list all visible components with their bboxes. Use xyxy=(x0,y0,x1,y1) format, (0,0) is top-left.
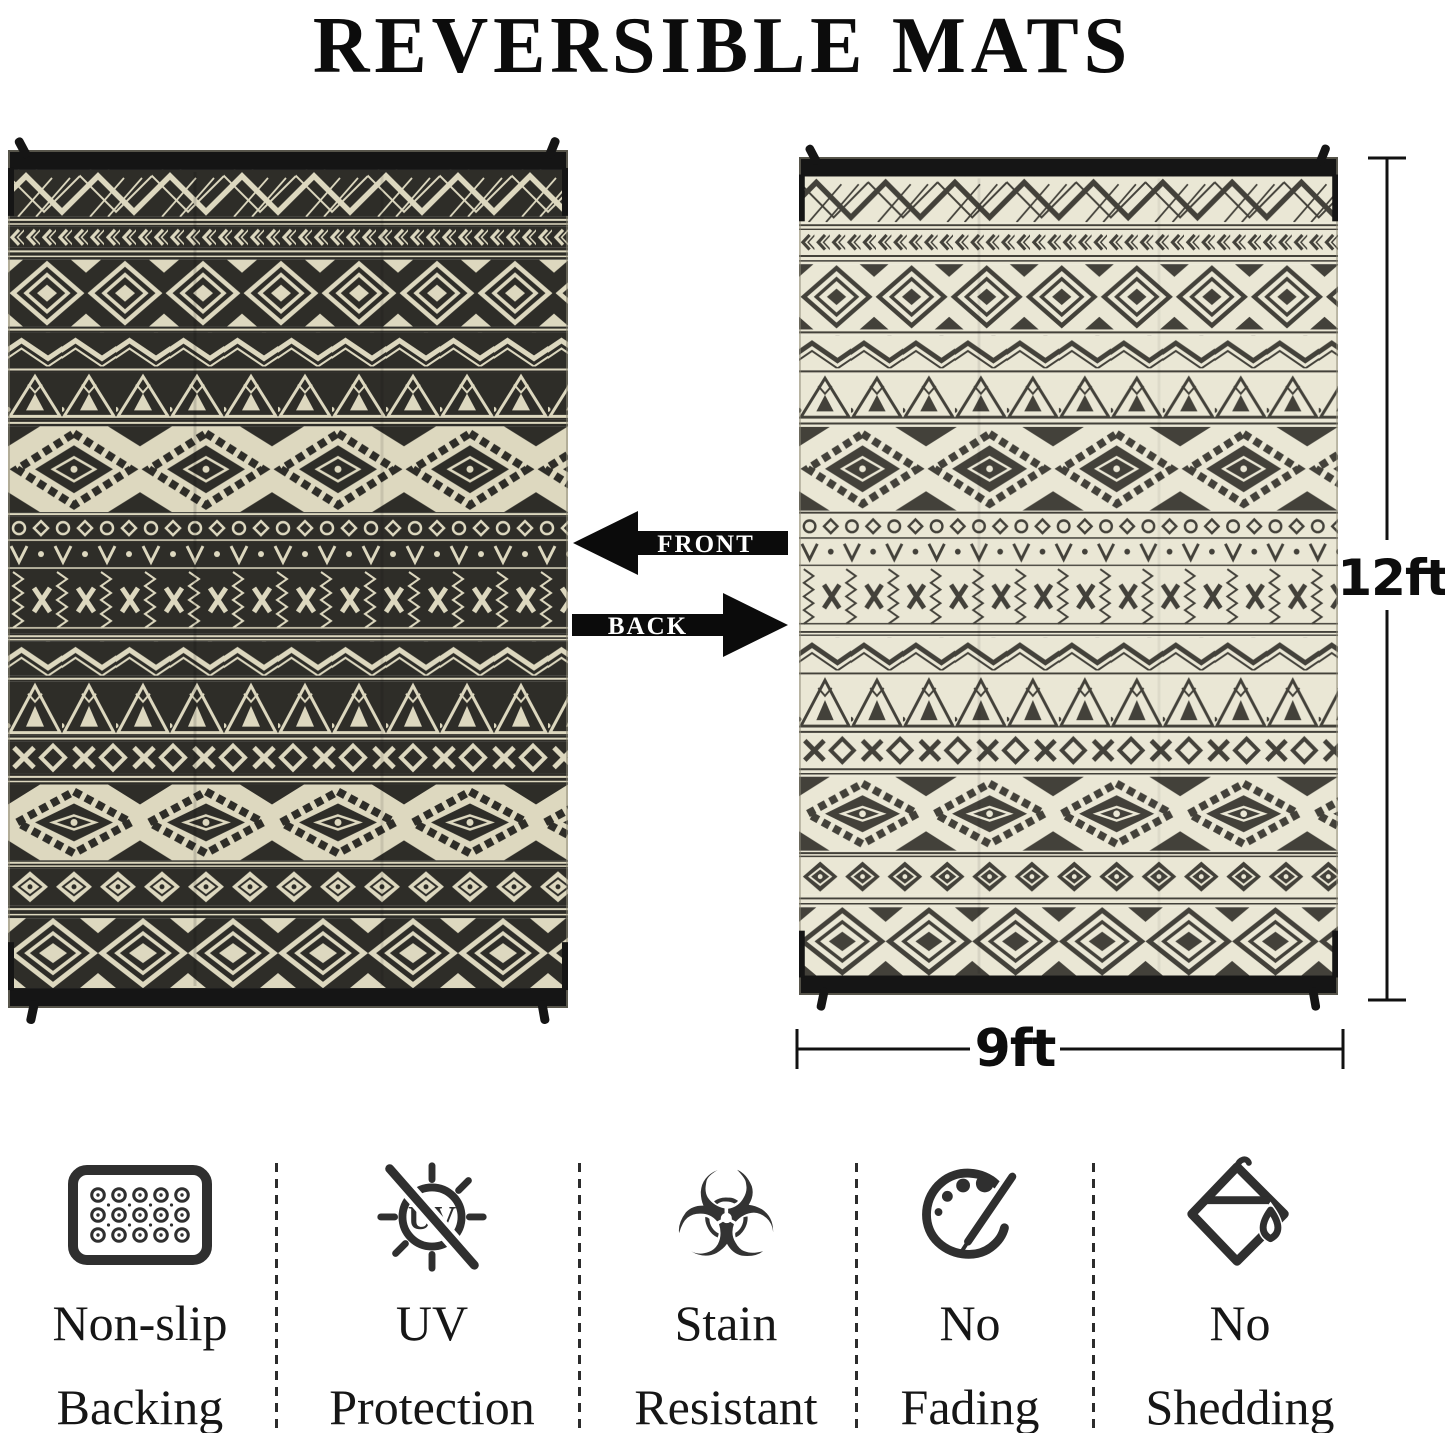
width-dimension: 9ft xyxy=(795,1019,1345,1079)
rug-front-image xyxy=(8,137,568,1025)
feature-divider xyxy=(855,1163,858,1430)
height-dimension: 12ft xyxy=(1340,156,1445,1002)
page-title: REVERSIBLE MATS xyxy=(312,2,1133,90)
front-arrow xyxy=(573,511,788,575)
height-dimension-label: 12ft xyxy=(1340,549,1445,607)
no-shedding-icon xyxy=(1187,1156,1289,1266)
rug-back-image xyxy=(799,144,1338,1011)
non-slip-backing-icon xyxy=(68,1165,212,1265)
height-dimension-line xyxy=(1368,156,1406,1002)
feature-label-line: Resistant xyxy=(634,1379,818,1433)
rug-front-pattern-svg xyxy=(8,137,568,1025)
feature-divider xyxy=(1092,1163,1095,1430)
feature-label-line: Protection xyxy=(329,1379,535,1433)
feature-label-line: Stain xyxy=(674,1295,778,1351)
uv-protection-icon: UV xyxy=(377,1162,487,1272)
back-arrow-label: BACK xyxy=(608,613,688,640)
feature-divider xyxy=(578,1163,581,1430)
feature-divider xyxy=(275,1163,278,1430)
feature-no-shedding: No Shedding xyxy=(1080,1152,1400,1433)
feature-stain-resistant: ☣ Stain Resistant xyxy=(566,1152,886,1433)
stain-resistant-icon: ☣ xyxy=(673,1146,779,1284)
front-arrow-label: FRONT xyxy=(657,531,755,558)
feature-label-line: Fading xyxy=(900,1379,1040,1433)
feature-uv-protection: UV UV Protection xyxy=(272,1152,592,1433)
front-back-arrows: FRONT BACK xyxy=(572,511,788,657)
feature-non-slip-backing: Non-slip Backing xyxy=(0,1152,300,1433)
feature-label-line: No xyxy=(1209,1295,1271,1351)
width-dimension-line xyxy=(795,1029,1345,1069)
back-arrow xyxy=(572,593,788,657)
rug-back-pattern-svg xyxy=(799,144,1338,1011)
no-fading-icon xyxy=(922,1168,1019,1259)
feature-label-line: No xyxy=(939,1295,1001,1351)
feature-label-line: Shedding xyxy=(1145,1379,1335,1433)
feature-label-line: Backing xyxy=(56,1379,224,1433)
feature-label-line: UV xyxy=(395,1295,469,1351)
feature-label-line: Non-slip xyxy=(52,1295,228,1351)
width-dimension-label: 9ft xyxy=(975,1019,1056,1079)
feature-no-fading: No Fading xyxy=(810,1152,1130,1433)
